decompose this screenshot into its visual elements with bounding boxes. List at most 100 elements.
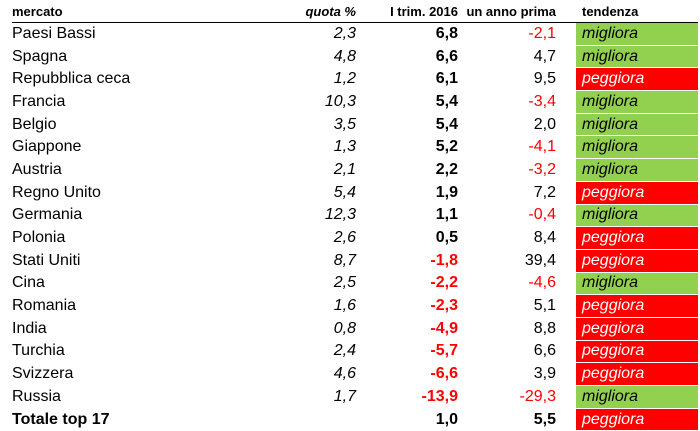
cell-mercato: Repubblica ceca — [12, 67, 274, 92]
cell-quota: 2,3 — [274, 22, 362, 46]
table-row: Spagna 4,8 6,6 4,7 migliora — [12, 45, 698, 69]
cell-mercato: Cina — [12, 272, 274, 296]
cell-trend: migliora — [576, 90, 698, 114]
cell-quota: 2,1 — [274, 158, 362, 182]
cell-quota: 4,8 — [274, 45, 362, 69]
table-body: Paesi Bassi 2,3 6,8 -2,1 migliora Spagna 4,8 6,… — [12, 22, 698, 431]
cell-prev: 6,6 — [462, 340, 576, 364]
header-trim: I trim. 2016 — [362, 0, 462, 23]
cell-mercato: Francia — [12, 90, 274, 114]
cell-trim: 5,2 — [362, 135, 462, 160]
cell-trim: 5,4 — [362, 90, 462, 114]
cell-trim: 6,8 — [362, 22, 462, 46]
cell-mercato: Giappone — [12, 135, 274, 160]
table-row: Austria 2,1 2,2 -3,2 migliora — [12, 158, 698, 182]
cell-trim: 1,1 — [362, 204, 462, 228]
cell-mercato: Turchia — [12, 340, 274, 364]
cell-quota: 2,6 — [274, 226, 362, 250]
cell-trend: peggiora — [576, 362, 698, 386]
cell-mercato: Regno Unito — [12, 181, 274, 205]
cell-quota: 0,8 — [274, 317, 362, 341]
market-table: mercato quota % I trim. 2016 un anno pri… — [12, 0, 698, 431]
cell-trend: peggiora — [576, 226, 698, 250]
cell-quota: 2,5 — [274, 272, 362, 296]
cell-trim: -2,2 — [362, 272, 462, 296]
cell-mercato: Russia — [12, 385, 274, 409]
cell-trim: -13,9 — [362, 385, 462, 409]
cell-trim: -6,6 — [362, 362, 462, 386]
cell-trend: migliora — [576, 385, 698, 409]
cell-prev: -29,3 — [462, 385, 576, 409]
cell-mercato: Germania — [12, 204, 274, 228]
cell-quota: 1,6 — [274, 294, 362, 318]
cell-prev: 5,1 — [462, 294, 576, 318]
total-row: Totale top 17 1,0 5,5 peggiora — [12, 408, 698, 431]
cell-prev: 3,9 — [462, 362, 576, 386]
header-prev: un anno prima — [462, 0, 576, 23]
cell-prev: -3,2 — [462, 158, 576, 182]
table-row: Regno Unito 5,4 1,9 7,2 peggiora — [12, 181, 698, 205]
cell-quota: 1,3 — [274, 135, 362, 160]
cell-trend: peggiora — [576, 181, 698, 205]
cell-mercato: Stati Uniti — [12, 249, 274, 273]
table-row: Svizzera 4,6 -6,6 3,9 peggiora — [12, 362, 698, 386]
cell-quota: 12,3 — [274, 204, 362, 228]
table-row: Polonia 2,6 0,5 8,4 peggiora — [12, 226, 698, 250]
cell-prev: -2,1 — [462, 22, 576, 46]
table-row: Giappone 1,3 5,2 -4,1 migliora — [12, 135, 698, 160]
table-row: Germania 12,3 1,1 -0,4 migliora — [12, 204, 698, 228]
cell-prev: -3,4 — [462, 90, 576, 114]
cell-quota: 10,3 — [274, 90, 362, 114]
cell-trend: migliora — [576, 158, 698, 182]
cell-prev: 8,8 — [462, 317, 576, 341]
cell-trim: -4,9 — [362, 317, 462, 341]
cell-prev: 39,4 — [462, 249, 576, 273]
cell-trim: 6,1 — [362, 67, 462, 92]
cell-trim: -2,3 — [362, 294, 462, 318]
cell-mercato: Belgio — [12, 113, 274, 137]
cell-trend: migliora — [576, 113, 698, 137]
cell-trend: migliora — [576, 45, 698, 69]
cell-trim: -1,8 — [362, 249, 462, 273]
cell-mercato: India — [12, 317, 274, 341]
cell-mercato: Austria — [12, 158, 274, 182]
table-row: Belgio 3,5 5,4 2,0 migliora — [12, 113, 698, 137]
cell-trim: -5,7 — [362, 340, 462, 364]
cell-trend: peggiora — [576, 408, 698, 431]
cell-trim: 1,9 — [362, 181, 462, 205]
cell-trim: 2,2 — [362, 158, 462, 182]
cell-prev: 5,5 — [462, 408, 576, 431]
cell-trend: peggiora — [576, 340, 698, 364]
header-row: mercato quota % I trim. 2016 un anno pri… — [12, 0, 698, 23]
cell-quota: 3,5 — [274, 113, 362, 137]
table-row: Repubblica ceca 1,2 6,1 9,5 peggiora — [12, 67, 698, 92]
table-row: Turchia 2,4 -5,7 6,6 peggiora — [12, 340, 698, 364]
header-trend: tendenza — [576, 0, 698, 23]
table-row: India 0,8 -4,9 8,8 peggiora — [12, 317, 698, 341]
cell-prev: 7,2 — [462, 181, 576, 205]
cell-trend: migliora — [576, 272, 698, 296]
cell-prev: -4,6 — [462, 272, 576, 296]
table-row: Cina 2,5 -2,2 -4,6 migliora — [12, 272, 698, 296]
cell-trend: peggiora — [576, 67, 698, 92]
cell-prev: -0,4 — [462, 204, 576, 228]
table-row: Romania 1,6 -2,3 5,1 peggiora — [12, 294, 698, 318]
cell-mercato: Paesi Bassi — [12, 22, 274, 46]
cell-prev: 8,4 — [462, 226, 576, 250]
cell-prev: 2,0 — [462, 113, 576, 137]
table-header: mercato quota % I trim. 2016 un anno pri… — [12, 0, 698, 23]
cell-quota: 4,6 — [274, 362, 362, 386]
cell-trend: migliora — [576, 22, 698, 46]
cell-trim: 1,0 — [362, 408, 462, 431]
table-row: Paesi Bassi 2,3 6,8 -2,1 migliora — [12, 22, 698, 46]
cell-quota: 2,4 — [274, 340, 362, 364]
header-mercato: mercato — [12, 0, 274, 23]
cell-trend: migliora — [576, 135, 698, 160]
table-row: Russia 1,7 -13,9 -29,3 migliora — [12, 385, 698, 409]
cell-quota — [274, 408, 362, 431]
cell-mercato: Spagna — [12, 45, 274, 69]
cell-quota: 8,7 — [274, 249, 362, 273]
cell-mercato: Romania — [12, 294, 274, 318]
cell-trim: 0,5 — [362, 226, 462, 250]
cell-trend: migliora — [576, 204, 698, 228]
